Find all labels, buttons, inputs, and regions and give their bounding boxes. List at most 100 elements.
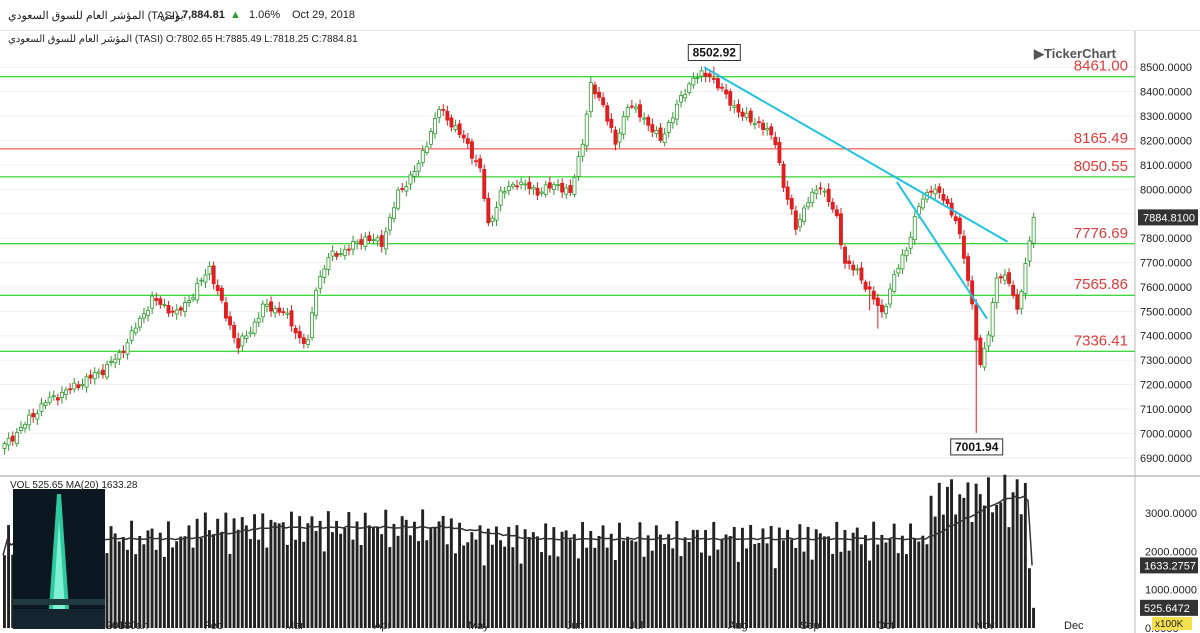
candle-body <box>847 260 852 265</box>
candle-body <box>675 103 679 120</box>
candle-body <box>43 402 48 406</box>
volume-bar <box>794 547 798 628</box>
candle-body <box>121 351 126 353</box>
candle-body <box>240 335 245 347</box>
candle-body <box>129 330 134 341</box>
volume-bar <box>408 535 412 628</box>
candle-body <box>937 186 942 193</box>
volume-bar <box>351 539 355 628</box>
candle-body <box>256 317 261 323</box>
vol-last-label: 525.6472 <box>1144 603 1190 615</box>
volume-bar <box>507 526 511 628</box>
x-tick-label: Oct <box>877 620 894 632</box>
x-tick-label: Jul <box>629 620 643 632</box>
candle-body <box>761 122 765 130</box>
volume-bar <box>355 521 359 628</box>
volume-bar <box>343 528 347 628</box>
candle-body <box>687 83 692 94</box>
candle-body <box>933 188 938 195</box>
candle-body <box>23 423 27 429</box>
candle-body <box>232 324 237 338</box>
candle-body <box>613 129 618 145</box>
volume-bar <box>835 521 839 628</box>
date-label: Oct 29, 2018 <box>292 9 355 21</box>
volume-bar <box>195 518 199 628</box>
candle-body <box>564 187 569 195</box>
candle-body <box>105 363 109 378</box>
volume-bar <box>228 553 232 628</box>
volume-bar <box>257 539 261 628</box>
candle-body <box>408 174 413 185</box>
volume-bar <box>663 544 666 628</box>
volume-bar <box>179 536 183 628</box>
candle-body <box>494 207 499 221</box>
volume-bar <box>777 527 781 628</box>
y-tick-label: 7600.0000 <box>1140 282 1192 294</box>
volume-bar <box>708 555 712 628</box>
candle-body <box>830 202 835 210</box>
volume-bar <box>388 547 392 628</box>
volume-bar <box>515 525 519 628</box>
volume-bar <box>1003 474 1007 628</box>
volume-bar <box>642 556 646 628</box>
volume-bar <box>802 551 806 628</box>
volume-bar <box>806 526 810 628</box>
candle-body <box>888 288 893 305</box>
candle-body <box>137 317 142 328</box>
candle-body <box>392 207 396 219</box>
x-tick-label: 2018Jan <box>106 620 148 632</box>
candle-body <box>482 169 487 199</box>
candle-body <box>35 413 40 420</box>
candle-body <box>543 184 548 195</box>
candle-body <box>215 284 220 292</box>
y-tick-label: 7800.0000 <box>1140 233 1192 245</box>
candle-body <box>601 97 606 106</box>
y-tick-label: 7300.0000 <box>1140 355 1192 367</box>
volume-bar <box>109 526 113 628</box>
candle-body <box>285 312 290 315</box>
candle-body <box>826 188 831 203</box>
candle-body <box>367 235 372 241</box>
y-tick-label: 8100.0000 <box>1140 160 1192 172</box>
volume-bar <box>138 535 142 628</box>
candle-body <box>716 78 720 89</box>
candle-body <box>314 289 319 316</box>
candle-body <box>264 303 269 307</box>
candle-body <box>789 198 794 210</box>
volume-bar <box>154 549 158 628</box>
volume-bar <box>503 546 507 628</box>
volume-bar <box>786 529 789 628</box>
volume-bar <box>966 482 970 628</box>
y-tick-label: 8500.0000 <box>1140 62 1192 74</box>
volume-bar <box>347 512 351 628</box>
volume-bar <box>384 509 388 628</box>
y-tick-label: 7100.0000 <box>1140 404 1192 416</box>
grid <box>0 30 1200 633</box>
unit-label: x100K <box>1155 619 1184 630</box>
volume-bar <box>782 540 785 628</box>
ohlc-info: المؤشر العام للسوق السعودي (TASI) O:7802… <box>8 34 358 45</box>
volume-bar <box>659 534 662 628</box>
volume-bar <box>265 547 269 628</box>
annotation-box <box>950 438 1004 456</box>
volume-bar <box>249 539 252 628</box>
volume-bar <box>458 522 461 628</box>
candle-body <box>1019 291 1024 310</box>
candle-body <box>510 183 515 187</box>
volume-info: VOL 525.65 MA(20) 1633.28 <box>10 480 138 491</box>
candle-body <box>223 302 228 319</box>
volume-bar <box>843 529 847 628</box>
candle-body <box>1011 284 1016 296</box>
candle-body <box>117 352 122 360</box>
candle-body <box>679 95 683 103</box>
candle-body <box>900 254 905 270</box>
volume-bar <box>626 536 630 628</box>
candle-body <box>736 104 741 113</box>
candle-body <box>1007 272 1011 284</box>
candle-body <box>60 391 64 398</box>
y-tick-label: 8400.0000 <box>1140 87 1192 99</box>
candle-body <box>428 131 433 145</box>
volume-bar <box>3 555 6 628</box>
candle-body <box>707 73 712 78</box>
volume-bar <box>605 547 609 628</box>
